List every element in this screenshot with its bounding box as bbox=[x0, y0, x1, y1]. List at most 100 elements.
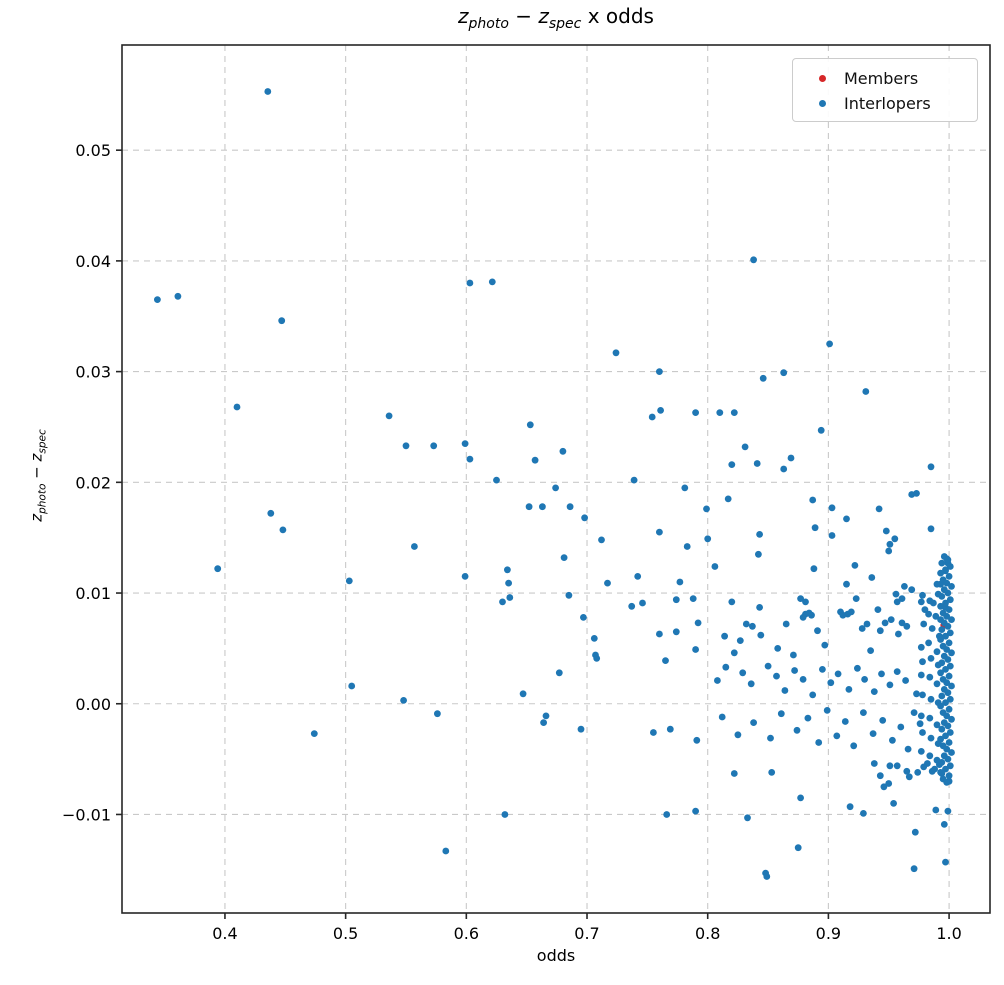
scatter-point-interlopers bbox=[948, 616, 955, 623]
scatter-point-interlopers bbox=[828, 532, 836, 539]
scatter-point-interlopers bbox=[773, 672, 780, 680]
scatter-point-interlopers bbox=[826, 340, 833, 348]
scatter-point-interlopers bbox=[845, 686, 853, 693]
chart-title: zphoto − zspec x odds bbox=[458, 4, 654, 32]
scatter-point-interlopers bbox=[461, 440, 469, 447]
scatter-point-interlopers bbox=[839, 611, 847, 619]
scatter-point-interlopers bbox=[656, 368, 663, 375]
members-marker-icon bbox=[819, 74, 826, 82]
y-tick-label: −0.01 bbox=[62, 805, 111, 824]
scatter-point-interlopers bbox=[946, 596, 954, 604]
scatter-point-interlopers bbox=[843, 580, 850, 588]
scatter-point-interlopers bbox=[656, 528, 663, 536]
scatter-point-interlopers bbox=[552, 484, 559, 492]
scatter-point-interlopers bbox=[630, 476, 638, 484]
scatter-point-interlopers bbox=[917, 671, 925, 679]
scatter-point-interlopers bbox=[937, 636, 944, 643]
y-tick-label: 0.04 bbox=[75, 252, 111, 271]
scatter-point-interlopers bbox=[893, 598, 901, 606]
scatter-point-interlopers bbox=[763, 873, 771, 880]
scatter-point-interlopers bbox=[466, 455, 474, 463]
scatter-point-interlopers bbox=[943, 745, 951, 753]
scatter-point-interlopers bbox=[870, 760, 878, 767]
scatter-point-interlopers bbox=[694, 619, 702, 627]
scatter-point-interlopers bbox=[926, 673, 934, 681]
scatter-point-interlopers bbox=[903, 622, 911, 630]
x-tick-label: 0.5 bbox=[333, 924, 358, 943]
scatter-point-interlopers bbox=[898, 619, 906, 627]
scatter-point-interlopers bbox=[531, 456, 539, 464]
scatter-point-interlopers bbox=[777, 710, 785, 718]
scatter-point-interlopers bbox=[868, 574, 876, 581]
scatter-point-interlopers bbox=[214, 565, 222, 573]
scatter-point-interlopers bbox=[730, 649, 738, 657]
scatter-point-interlopers bbox=[753, 460, 761, 467]
scatter-point-interlopers bbox=[815, 739, 823, 746]
scatter-point-interlopers bbox=[672, 596, 680, 604]
scatter-point-interlopers bbox=[917, 712, 925, 720]
scatter-point-interlopers bbox=[411, 543, 418, 550]
scatter-point-interlopers bbox=[938, 659, 946, 667]
scatter-point-interlopers bbox=[501, 811, 509, 818]
scatter-point-interlopers bbox=[897, 723, 905, 731]
scatter-point-interlopers bbox=[519, 690, 527, 698]
scatter-point-interlopers bbox=[889, 736, 896, 744]
scatter-point-interlopers bbox=[879, 717, 887, 724]
scatter-point-interlopers bbox=[921, 606, 929, 613]
scatter-point-interlopers bbox=[860, 709, 867, 716]
scatter-point-interlopers bbox=[799, 676, 807, 683]
scatter-point-interlopers bbox=[938, 725, 946, 733]
scatter-point-interlopers bbox=[540, 719, 547, 726]
scatter-point-interlopers bbox=[852, 595, 860, 602]
scatter-point-interlopers bbox=[878, 670, 885, 678]
scatter-point-interlopers bbox=[593, 655, 601, 662]
scatter-point-interlopers bbox=[892, 590, 900, 598]
scatter-point-interlopers bbox=[657, 407, 664, 414]
scatter-point-interlopers bbox=[944, 689, 952, 697]
scatter-point-interlopers bbox=[662, 657, 669, 664]
scatter-point-interlopers bbox=[944, 589, 952, 597]
scatter-point-interlopers bbox=[876, 772, 884, 780]
scatter-point-interlopers bbox=[233, 403, 241, 411]
y-axis-label: zphoto − zspec bbox=[27, 429, 49, 522]
scatter-point-interlopers bbox=[846, 803, 854, 811]
scatter-point-interlopers bbox=[598, 536, 605, 544]
scatter-point-interlopers bbox=[525, 503, 533, 511]
scatter-point-interlopers bbox=[757, 631, 765, 639]
scatter-point-interlopers bbox=[942, 858, 949, 866]
y-tick-label: 0.01 bbox=[75, 584, 111, 603]
scatter-point-interlopers bbox=[925, 610, 932, 618]
legend-label-members: Members bbox=[844, 68, 919, 88]
legend: Members Interlopers bbox=[792, 58, 978, 122]
scatter-point-interlopers bbox=[927, 695, 935, 703]
scatter-point-interlopers bbox=[917, 748, 925, 755]
scatter-point-interlopers bbox=[703, 505, 710, 513]
scatter-point-interlopers bbox=[345, 577, 353, 585]
scatter-point-interlopers bbox=[919, 591, 926, 599]
scatter-point-interlopers bbox=[466, 279, 474, 287]
scatter-point-interlopers bbox=[742, 620, 750, 628]
scatter-point-interlopers bbox=[526, 421, 534, 429]
scatter-point-interlopers bbox=[910, 865, 918, 873]
scatter-point-interlopers bbox=[920, 763, 928, 771]
scatter-point-interlopers bbox=[945, 672, 953, 680]
scatter-point-interlopers bbox=[942, 666, 949, 673]
scatter-point-interlopers bbox=[348, 682, 356, 690]
scatter-point-interlopers bbox=[863, 620, 871, 628]
scatter-point-interlopers bbox=[689, 595, 697, 602]
scatter-point-interlopers bbox=[933, 648, 941, 656]
scatter-point-interlopers bbox=[805, 609, 813, 617]
scatter-point-interlopers bbox=[943, 612, 951, 620]
y-tick-label: 0.05 bbox=[75, 141, 111, 160]
scatter-point-interlopers bbox=[945, 705, 953, 713]
scatter-point-interlopers bbox=[920, 620, 928, 628]
scatter-point-interlopers bbox=[869, 730, 877, 737]
x-tick-label: 0.9 bbox=[816, 924, 841, 943]
scatter-point-interlopers bbox=[724, 495, 732, 503]
scatter-point-interlopers bbox=[937, 702, 944, 710]
x-tick-label: 0.7 bbox=[574, 924, 599, 943]
scatter-point-interlopers bbox=[648, 413, 656, 421]
scatter-point-interlopers bbox=[739, 669, 747, 677]
scatter-point-interlopers bbox=[937, 602, 944, 610]
scatter-point-interlopers bbox=[790, 651, 797, 659]
